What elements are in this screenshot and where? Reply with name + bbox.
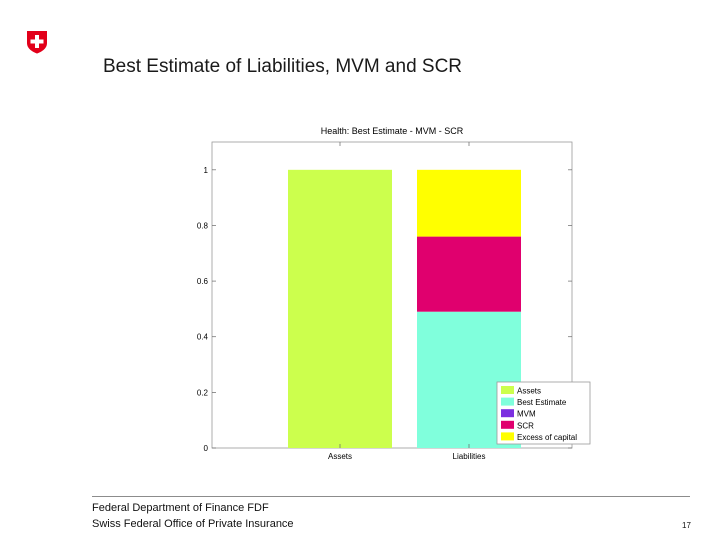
- legend-swatch: [501, 397, 514, 406]
- footer-divider: [92, 496, 690, 497]
- y-tick-label: 0.6: [197, 277, 209, 286]
- y-tick-label: 0.2: [197, 388, 209, 397]
- legend-label: Best Estimate: [517, 398, 567, 407]
- chart-title: Health: Best Estimate - MVM - SCR: [321, 126, 464, 136]
- bar-assets: [288, 169, 392, 448]
- y-tick-label: 0.8: [197, 221, 209, 230]
- y-tick-label: 0: [204, 444, 209, 453]
- legend-swatch: [501, 409, 514, 418]
- legend-label: SCR: [517, 421, 534, 430]
- page-title: Best Estimate of Liabilities, MVM and SC…: [103, 56, 463, 77]
- legend-swatch: [501, 420, 514, 429]
- legend-swatch: [501, 386, 514, 394]
- cross-horizontal-icon: [30, 39, 44, 44]
- legend-label: Assets: [517, 387, 541, 396]
- swiss-cross-logo: [27, 31, 47, 54]
- page-number: 17: [682, 521, 691, 530]
- x-tick-label: Liabilities: [453, 452, 486, 461]
- legend-label: Excess of capital: [517, 433, 577, 442]
- y-tick-label: 0.4: [197, 333, 209, 342]
- legend-swatch: [501, 432, 514, 441]
- legend-label: MVM: [517, 410, 536, 419]
- footer-department: Federal Department of Finance FDF: [92, 502, 269, 514]
- footer-office: Swiss Federal Office of Private Insuranc…: [92, 518, 294, 530]
- x-tick-label: Assets: [328, 452, 352, 461]
- y-tick-label: 1: [204, 166, 209, 175]
- bar-scr: [417, 236, 521, 312]
- bar-excess-of-capital: [417, 169, 521, 237]
